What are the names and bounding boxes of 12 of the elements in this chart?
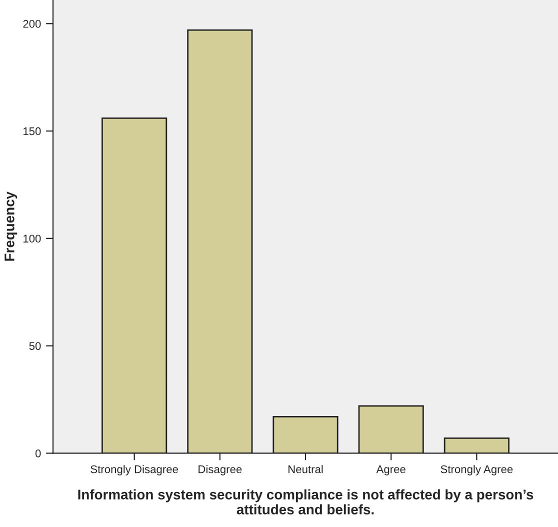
x-tick-label: Agree <box>376 465 406 476</box>
x-tick-label: Strongly Agree <box>440 465 513 476</box>
y-axis-title: Frequency <box>4 192 18 261</box>
y-tick-label: 200 <box>23 20 41 28</box>
y-tick-label: 50 <box>29 342 41 350</box>
x-tick-label: Neutral <box>288 465 323 474</box>
x-axis-title: Information system security compliance is not affected by a person’s attitudes and beliefs. <box>78 489 534 514</box>
y-tick-label: 150 <box>24 127 41 136</box>
x-tick-label: Disagree <box>198 465 242 476</box>
x-tick-label: Strongly Disagree <box>90 465 178 476</box>
y-tick-label: 100 <box>24 234 41 243</box>
y-tick-label: 0 <box>35 449 41 458</box>
